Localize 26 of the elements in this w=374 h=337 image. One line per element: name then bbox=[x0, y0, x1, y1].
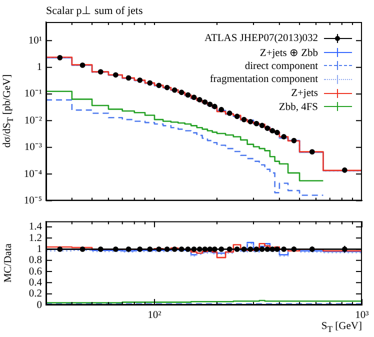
chart-title: Scalar p⊥ sum of jets bbox=[46, 5, 143, 17]
legend-label: ATLAS JHEP07(2013)032 bbox=[204, 33, 318, 44]
y-tick-label: 10¹ bbox=[28, 35, 42, 46]
y-tick-label: 0 bbox=[36, 300, 42, 311]
y-tick-label: 10⁻³ bbox=[24, 142, 42, 154]
y-tick-label: 0.8 bbox=[28, 255, 42, 266]
legend-label: Zbb, 4FS bbox=[278, 102, 318, 113]
x-tick-label: 10³ bbox=[355, 310, 369, 322]
y-tick-label: 1.4 bbox=[28, 222, 43, 233]
y-tick-label: 10⁻⁴ bbox=[24, 168, 42, 180]
legend-label: fragmentation component bbox=[210, 74, 318, 86]
x-axis-title: S$_{T}$ [GeV] bbox=[321, 321, 362, 334]
y-tick-label: 10⁻¹ bbox=[24, 88, 42, 100]
y-tick-label: 0.2 bbox=[28, 288, 42, 300]
y-tick-label: 10⁻⁵ bbox=[24, 195, 42, 206]
legend-label: Z+jets ⊕ Zbb bbox=[260, 47, 318, 60]
y-tick-label: 0.6 bbox=[28, 266, 42, 278]
y-tick-label: 1.2 bbox=[28, 232, 42, 244]
legend-label: direct component bbox=[244, 60, 318, 72]
y-tick-label: 1 bbox=[36, 244, 42, 255]
y-tick-label: 10⁻² bbox=[24, 115, 42, 126]
y-tick-label: 1 bbox=[36, 62, 42, 74]
y-tick-label: 0.4 bbox=[28, 277, 43, 288]
legend-label: Z+jets bbox=[291, 88, 318, 100]
y-axis-title: MC/Data bbox=[2, 244, 14, 283]
x-tick-label: 10² bbox=[148, 310, 162, 322]
